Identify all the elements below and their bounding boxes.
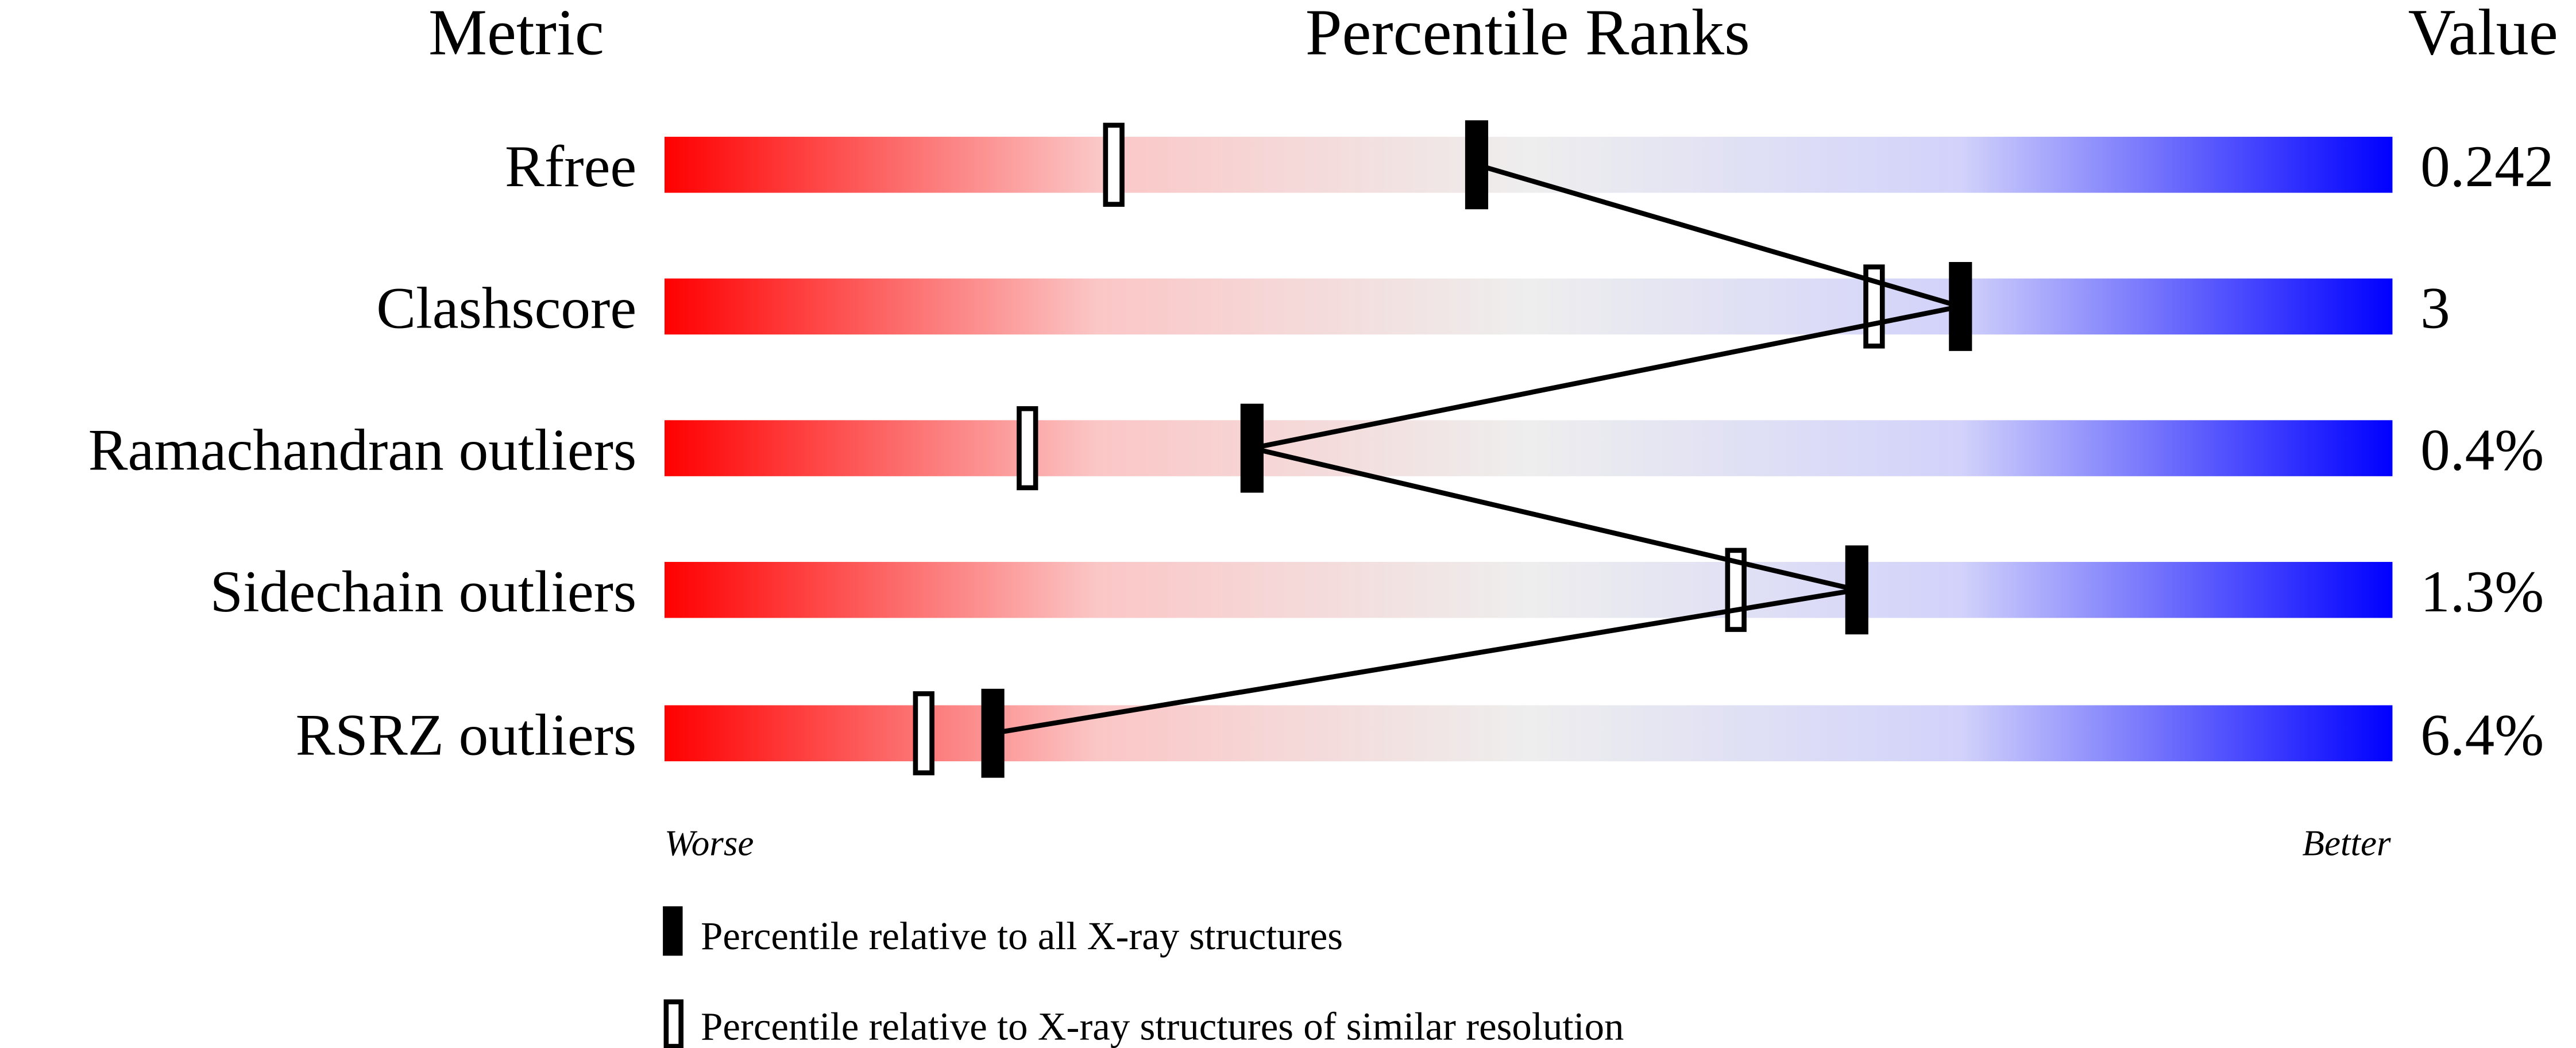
axis-better-label: Better bbox=[2302, 823, 2391, 863]
legend-filled-marker bbox=[663, 906, 683, 956]
gradient-bar bbox=[664, 561, 2393, 618]
metric-label: RSRZ outliers bbox=[296, 703, 637, 768]
axis-worse-label: Worse bbox=[665, 823, 754, 863]
metric-label: Rfree bbox=[505, 134, 636, 199]
marker-similar-resolution bbox=[913, 691, 934, 776]
metric-value: 3 bbox=[2420, 276, 2450, 341]
marker-all-structures bbox=[1465, 120, 1489, 210]
header-percentile-ranks: Percentile Ranks bbox=[1306, 0, 1750, 69]
marker-all-structures bbox=[1845, 545, 1868, 635]
metric-label: Sidechain outliers bbox=[210, 559, 637, 625]
metric-label: Clashscore bbox=[376, 276, 636, 341]
marker-all-structures bbox=[1240, 403, 1264, 493]
metric-value: 0.4% bbox=[2420, 417, 2544, 483]
marker-all-structures bbox=[981, 688, 1005, 778]
legend-filled-label: Percentile relative to all X-ray structu… bbox=[701, 914, 1343, 958]
metric-value: 1.3% bbox=[2420, 559, 2544, 625]
gradient-bar bbox=[664, 705, 2393, 761]
gradient-bar bbox=[664, 278, 2393, 335]
marker-all-structures bbox=[1949, 262, 1972, 351]
legend-open-label: Percentile relative to X-ray structures … bbox=[701, 1005, 1624, 1048]
gradient-bar bbox=[664, 420, 2393, 476]
marker-similar-resolution bbox=[1103, 122, 1125, 207]
metric-label: Ramachandran outliers bbox=[88, 417, 637, 483]
gradient-bar bbox=[664, 137, 2393, 193]
metric-value: 0.242 bbox=[2420, 134, 2554, 199]
marker-similar-resolution bbox=[1017, 406, 1038, 491]
metric-value: 6.4% bbox=[2420, 703, 2544, 768]
header-value: Value bbox=[2408, 0, 2558, 69]
header-metric: Metric bbox=[428, 0, 604, 69]
legend-open-marker bbox=[663, 999, 683, 1048]
